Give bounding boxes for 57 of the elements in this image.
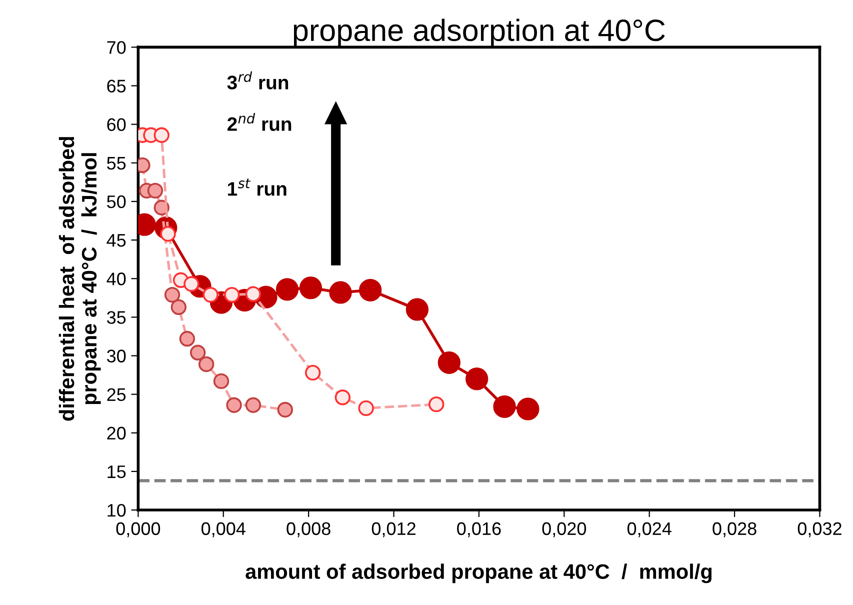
x-tick-label: 0,020 <box>542 522 586 538</box>
point <box>224 286 240 303</box>
y-tick-label: 25 <box>107 388 126 402</box>
point <box>329 281 352 304</box>
point <box>276 278 299 301</box>
x-tick-label: 0,000 <box>116 522 160 538</box>
x-tick-label: 0,024 <box>627 522 672 538</box>
y-tick-label: 70 <box>107 41 126 54</box>
x-tick-label: 0,032 <box>798 522 842 538</box>
point <box>277 402 293 418</box>
annotation: 1$^{st}$ run <box>228 178 286 196</box>
y-tick-label: 15 <box>108 466 126 478</box>
y-tick-label: 35 <box>106 311 126 324</box>
y-tick-label: 10 <box>108 504 126 517</box>
point <box>179 330 196 347</box>
point <box>299 276 322 300</box>
point <box>184 276 200 292</box>
y-axis-title: differential heat of adsorbed propane at 40°C / kJ/mol <box>58 137 101 421</box>
point <box>359 278 382 302</box>
point <box>190 344 206 361</box>
point <box>406 298 429 321</box>
point <box>154 127 170 143</box>
point <box>438 351 460 374</box>
point <box>154 200 170 216</box>
x-tick-label: 0,004 <box>201 522 246 538</box>
x-tick-label: 0,016 <box>457 522 501 538</box>
y-tick-label: 55 <box>107 157 126 170</box>
x-tick-label: 0,028 <box>712 522 756 538</box>
point <box>170 299 186 315</box>
x-axis-title: amount of adsorbed propane at 40°C / mmol/g <box>246 564 712 584</box>
point <box>428 396 444 412</box>
y-tick-label: 30 <box>106 350 126 362</box>
point <box>164 286 180 303</box>
chart-title: propane adsorption at 40°C <box>294 18 665 48</box>
y-tick-label: 60 <box>107 118 126 132</box>
point <box>202 286 218 303</box>
point <box>334 390 350 406</box>
point <box>245 397 262 413</box>
point <box>245 286 262 302</box>
point <box>147 182 164 199</box>
y-tick-label: 65 <box>107 80 126 92</box>
y-tick-label: 40 <box>106 272 126 286</box>
point <box>304 364 321 381</box>
point <box>198 356 214 372</box>
y-tick-label: 50 <box>107 195 126 208</box>
x-tick-label: 0,008 <box>286 522 330 538</box>
y-tick-label: 45 <box>106 234 126 247</box>
point <box>226 397 242 413</box>
point <box>213 373 230 390</box>
point <box>466 368 488 390</box>
y-tick-label: 20 <box>107 426 126 440</box>
point <box>493 395 516 418</box>
x-tick-label: 0,012 <box>372 522 416 538</box>
annotation: 3$^{rd}$ run <box>227 71 288 90</box>
point <box>516 398 540 420</box>
annotation: 2$^{nd}$ run <box>227 113 292 131</box>
point <box>358 400 374 416</box>
